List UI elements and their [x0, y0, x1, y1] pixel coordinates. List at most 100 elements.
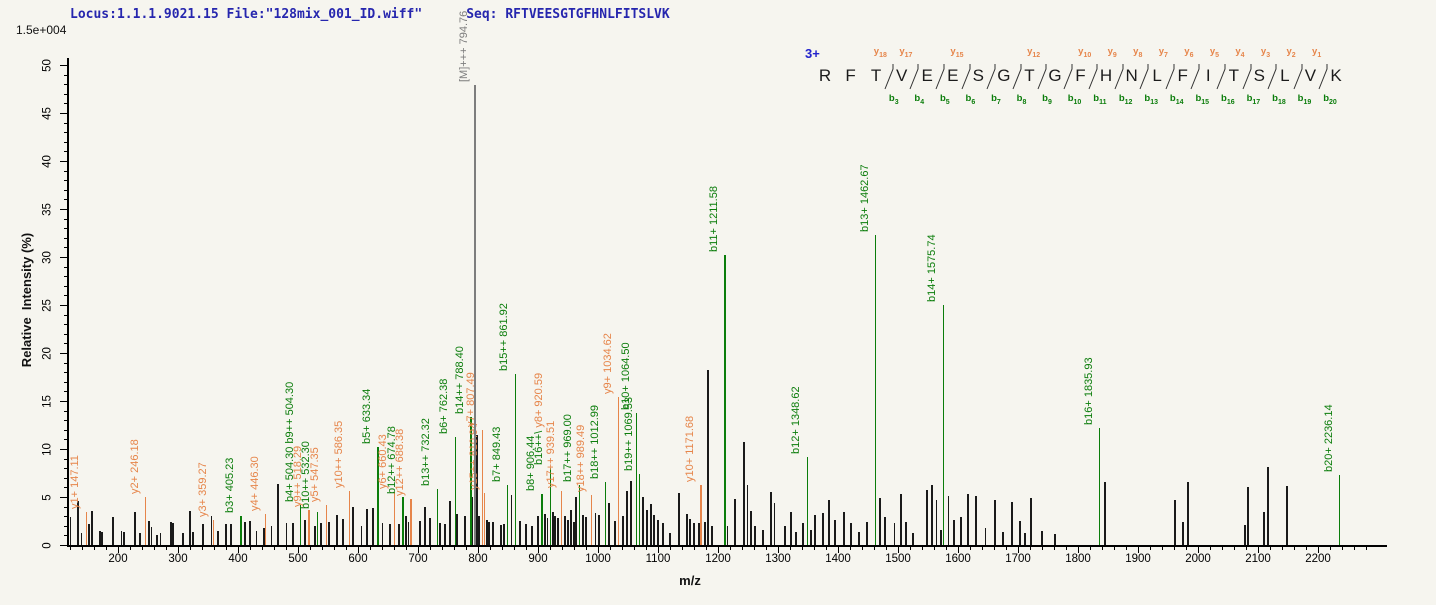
y-ion-label-y10: y10: [1078, 46, 1092, 59]
x-tick-label: 600: [348, 553, 368, 565]
peak: [1263, 512, 1265, 545]
x-tick-label: 1400: [825, 553, 851, 565]
peak-y17++-label: y17++ 939.51: [545, 421, 557, 488]
peak: [255, 530, 258, 545]
peak: [931, 484, 933, 545]
peak: [407, 521, 410, 545]
peak: [608, 502, 610, 545]
peak-b13++: [436, 489, 439, 545]
peak-y5+: [325, 504, 328, 545]
peak-y6+: [393, 492, 395, 545]
y-ion-label-y15: y15: [950, 46, 964, 59]
peak: [669, 533, 671, 545]
y-ion-label-y2: y2: [1286, 46, 1296, 59]
peak: [750, 511, 752, 545]
x-tick-label: 700: [408, 553, 428, 565]
residue-G-10: G: [1048, 66, 1062, 85]
x-minor-tick: [862, 546, 863, 550]
y-ion-label-y9: y9: [1107, 46, 1117, 59]
peak: [88, 523, 90, 545]
peak-b11+-label: b11+ 1211.58: [708, 186, 720, 252]
ion-label-text: b16++\: [533, 430, 546, 466]
x-minor-tick: [202, 546, 203, 550]
peak: [478, 516, 480, 545]
x-minor-tick: [442, 546, 443, 550]
x-minor-tick: [142, 546, 143, 550]
peak: [449, 500, 451, 545]
x-minor-tick: [622, 546, 623, 550]
peak: [935, 499, 938, 545]
x-minor-tick: [490, 546, 491, 550]
peak-y4+-label: y4+ 446.30: [249, 457, 261, 512]
peak-y2+: [145, 497, 147, 545]
y-ion-label-y18: y18: [873, 46, 887, 59]
y-minor-tick: [63, 247, 67, 249]
peak-b14++: [470, 417, 472, 545]
residue-F-11: F: [1075, 66, 1086, 85]
x-minor-tick: [946, 546, 947, 550]
x-minor-tick: [1090, 546, 1091, 550]
peak: [570, 510, 572, 545]
peak: [693, 522, 695, 545]
x-major-tick: [298, 546, 299, 553]
y-minor-tick: [63, 266, 67, 268]
peak-y4+: [265, 514, 267, 545]
y-minor-tick: [63, 468, 67, 470]
x-minor-tick: [526, 546, 527, 550]
peak: [77, 500, 79, 545]
peak: [926, 490, 928, 545]
peak: [381, 522, 384, 545]
y-minor-tick: [63, 295, 67, 297]
residue-R-1: R: [818, 66, 832, 85]
peak: [686, 514, 688, 545]
peak: [784, 525, 786, 545]
peak-y10++: [349, 491, 351, 545]
residue-L-19: L: [1280, 66, 1290, 85]
peak: [678, 493, 680, 545]
x-minor-tick: [334, 546, 335, 550]
x-minor-tick: [1354, 546, 1355, 550]
peak-b8+: [541, 494, 543, 545]
y-axis-line: [67, 58, 69, 547]
y-ion-label-y17: y17: [899, 46, 913, 59]
x-major-tick: [1198, 546, 1199, 553]
x-minor-tick: [934, 546, 935, 550]
peak: [858, 531, 860, 545]
x-minor-tick: [682, 546, 683, 550]
x-minor-tick: [502, 546, 503, 550]
y-minor-tick: [63, 199, 67, 201]
x-minor-tick: [310, 546, 311, 550]
peak: [230, 523, 232, 545]
x-major-tick: [778, 546, 779, 553]
y-minor-tick: [63, 381, 67, 383]
x-minor-tick: [454, 546, 455, 550]
x-major-tick: [1138, 546, 1139, 553]
peak-b6+-label: b6+ 762.38: [438, 379, 450, 434]
peak: [814, 515, 816, 545]
ion-label-text: y1+ 147.11: [69, 455, 82, 510]
peak-b11+: [724, 255, 726, 545]
fragment-boundary-16: [1216, 64, 1226, 90]
peak: [622, 516, 624, 545]
x-minor-tick: [790, 546, 791, 550]
peak: [314, 525, 316, 545]
x-minor-tick: [130, 546, 131, 550]
fragment-boundary-14: [1165, 64, 1175, 90]
peak-y18++: [591, 495, 593, 545]
y-minor-tick: [63, 103, 67, 105]
peak-y9+: [618, 397, 620, 545]
peak: [134, 512, 136, 545]
x-major-tick: [1258, 546, 1259, 553]
peak-b5+: [377, 447, 379, 545]
ion-label-text: b18++ 1012.99: [588, 404, 601, 479]
y-major-tick: [60, 113, 67, 114]
peak: [704, 521, 706, 545]
y-ion-label-y12: y12: [1027, 46, 1041, 59]
x-minor-tick: [634, 546, 635, 550]
peak: [762, 529, 764, 545]
peak-b5+-label: b5+ 633.34: [361, 389, 373, 444]
peak: [657, 520, 659, 545]
y-minor-tick: [63, 324, 67, 326]
peak: [1286, 486, 1288, 545]
